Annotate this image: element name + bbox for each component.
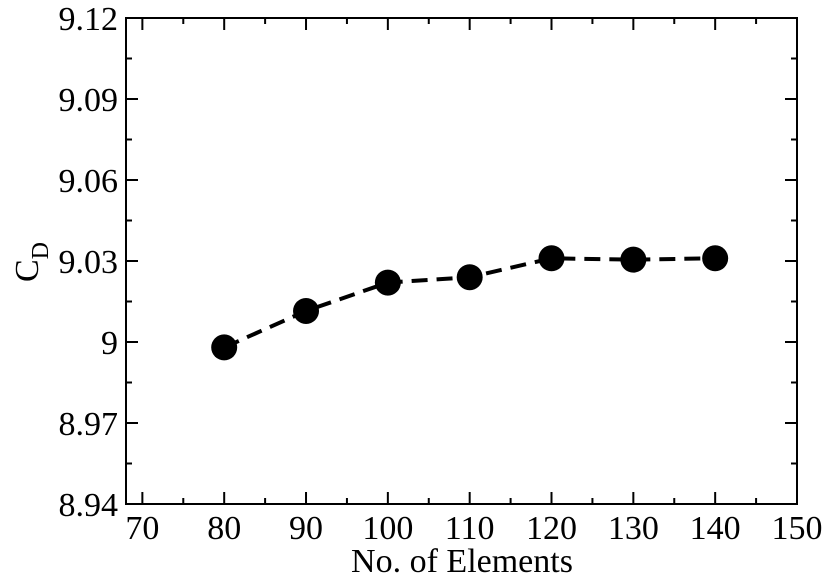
y-tick-label: 8.97 [59, 406, 119, 443]
y-tick-label: 8.94 [59, 487, 119, 524]
x-tick-label: 140 [690, 510, 741, 547]
plot-frame [125, 17, 798, 505]
data-point [702, 245, 729, 272]
y-tick-label: 9 [101, 325, 118, 362]
x-tick-label: 90 [289, 510, 323, 547]
x-tick-label: 150 [772, 510, 823, 547]
x-tick-label: 70 [125, 510, 159, 547]
data-point [374, 269, 401, 296]
y-tick-label: 9.12 [59, 1, 119, 38]
y-tick-label: 9.03 [59, 244, 119, 281]
y-axis-label-subscript: D [28, 242, 54, 259]
data-point [293, 297, 320, 324]
data-point [538, 245, 565, 272]
data-point [620, 246, 647, 273]
y-axis-label-main: C [9, 259, 46, 282]
x-tick-label: 130 [608, 510, 659, 547]
x-tick-label: 80 [207, 510, 241, 547]
y-tick-label: 9.09 [59, 82, 119, 119]
data-point [211, 334, 238, 361]
x-axis-label: No. of Elements [351, 543, 573, 577]
y-axis-label-group: CD [9, 242, 54, 282]
y-axis-label: CD [9, 242, 54, 282]
y-tick-label: 9.06 [59, 163, 119, 200]
x-tick-label: 110 [445, 510, 495, 547]
x-tick-label: 120 [526, 510, 577, 547]
data-point [456, 264, 483, 291]
x-tick-label: 100 [362, 510, 413, 547]
